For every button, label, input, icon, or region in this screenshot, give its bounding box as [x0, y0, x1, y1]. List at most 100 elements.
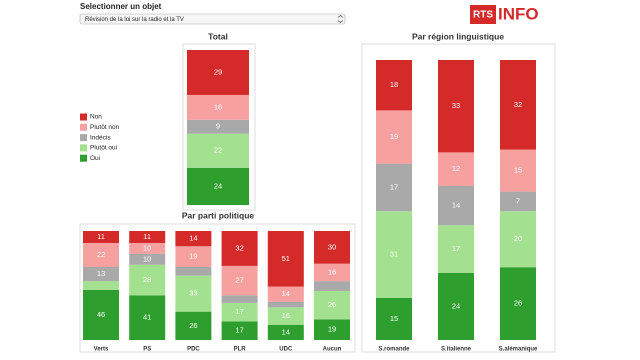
- logo-left: RTS: [473, 10, 493, 21]
- bar-segment: [175, 311, 212, 340]
- bar-segment: [314, 290, 350, 320]
- bar-segment: [221, 265, 258, 296]
- value-label: 22: [97, 250, 105, 259]
- select-value: Révision de la loi sur la radio et la TV: [85, 17, 184, 23]
- panel: [361, 43, 556, 353]
- value-label: 33: [189, 289, 197, 298]
- value-label: 46: [97, 310, 105, 319]
- bar-segment: [221, 321, 258, 340]
- bar-segment: [267, 307, 304, 325]
- bar-segment: [376, 163, 412, 212]
- bar-segment: [187, 133, 249, 168]
- select-box[interactable]: [79, 13, 346, 25]
- legend-label: Plutôt oui: [90, 145, 117, 152]
- panel: [182, 43, 256, 211]
- bar-segment: [376, 60, 412, 111]
- bar-segment: [314, 281, 350, 291]
- value-label: 18: [390, 80, 398, 89]
- value-label: 15: [514, 166, 522, 175]
- category-label: PLR: [234, 347, 247, 353]
- category-label: S.italienne: [441, 347, 472, 353]
- value-label: 31: [390, 250, 398, 259]
- legend-swatch: [80, 134, 87, 142]
- bar-segment: [314, 231, 350, 264]
- bar-segment: [438, 272, 474, 340]
- bar-segment: [314, 263, 350, 282]
- bar-segment: [175, 246, 212, 267]
- chart-title: Par région linguistique: [412, 31, 504, 41]
- bar-segment: [438, 225, 474, 273]
- bar-segment: [187, 50, 249, 95]
- value-label: 24: [214, 181, 222, 190]
- bar-segment: [221, 295, 258, 303]
- value-label: 26: [328, 300, 336, 309]
- category-label: S.alémanique: [499, 347, 538, 353]
- bar-segment: [438, 152, 474, 186]
- value-label: 33: [452, 101, 460, 110]
- bar-segment: [376, 298, 412, 340]
- bar-segment: [129, 295, 166, 340]
- value-label: 17: [452, 244, 460, 253]
- panel: [79, 223, 356, 353]
- value-label: 17: [390, 182, 398, 191]
- value-label: 11: [143, 232, 151, 241]
- legend-swatch: [80, 113, 87, 121]
- value-label: 27: [235, 276, 243, 285]
- bar-segment: [83, 266, 119, 282]
- value-label: 17: [235, 307, 243, 316]
- value-label: 14: [452, 201, 460, 210]
- value-label: 24: [452, 301, 460, 310]
- legend-label: Oui: [90, 155, 100, 162]
- value-label: 16: [282, 311, 290, 320]
- value-label: 30: [328, 242, 336, 251]
- legend-label: Non: [90, 114, 102, 121]
- value-label: 14: [282, 327, 290, 336]
- value-label: 19: [390, 132, 398, 141]
- value-label: 9: [216, 122, 220, 131]
- bar-segment: [267, 286, 304, 302]
- bar-segment: [500, 211, 536, 268]
- value-label: 14: [282, 289, 290, 298]
- logo-right: INFO: [498, 4, 539, 23]
- bar-segment: [500, 149, 536, 192]
- bar-segment: [314, 319, 350, 340]
- bar-segment: [438, 186, 474, 226]
- bar-segment: [376, 110, 412, 164]
- value-label: 19: [328, 325, 336, 334]
- legend-swatch: [80, 123, 87, 131]
- bar-segment: [500, 60, 536, 150]
- legend-swatch: [80, 154, 87, 162]
- value-label: 20: [514, 234, 522, 243]
- category-label: UDC: [279, 347, 293, 353]
- bar-segment: [221, 231, 258, 266]
- legend-label: Plutôt non: [90, 124, 120, 131]
- value-label: 13: [97, 269, 105, 278]
- category-label: S.romande: [378, 347, 410, 353]
- value-label: 32: [235, 243, 243, 252]
- bar-segment: [187, 94, 249, 120]
- value-label: 10: [143, 254, 151, 263]
- legend-swatch: [80, 144, 87, 152]
- bar-segment: [221, 302, 258, 322]
- chart-title: Total: [208, 31, 228, 41]
- value-label: 32: [514, 100, 522, 109]
- bar-segment: [129, 231, 166, 243]
- bar-segment: [129, 253, 166, 265]
- chart-title: Par parti politique: [182, 210, 255, 220]
- bar-segment: [500, 191, 536, 212]
- value-label: 51: [282, 254, 290, 263]
- value-label: 29: [214, 67, 222, 76]
- bar-segment: [175, 231, 212, 247]
- bar-segment: [500, 267, 536, 340]
- value-label: 16: [328, 267, 336, 276]
- value-label: 17: [235, 326, 243, 335]
- bar-segment: [175, 275, 212, 312]
- bar-segment: [187, 167, 249, 205]
- select-arrow: [337, 15, 344, 23]
- logo-box: [470, 5, 496, 24]
- bar-segment: [83, 231, 119, 243]
- value-label: 19: [189, 252, 197, 261]
- bar-segment: [187, 119, 249, 134]
- select-label: Selectionner un objet: [80, 2, 162, 11]
- value-label: 12: [452, 164, 460, 173]
